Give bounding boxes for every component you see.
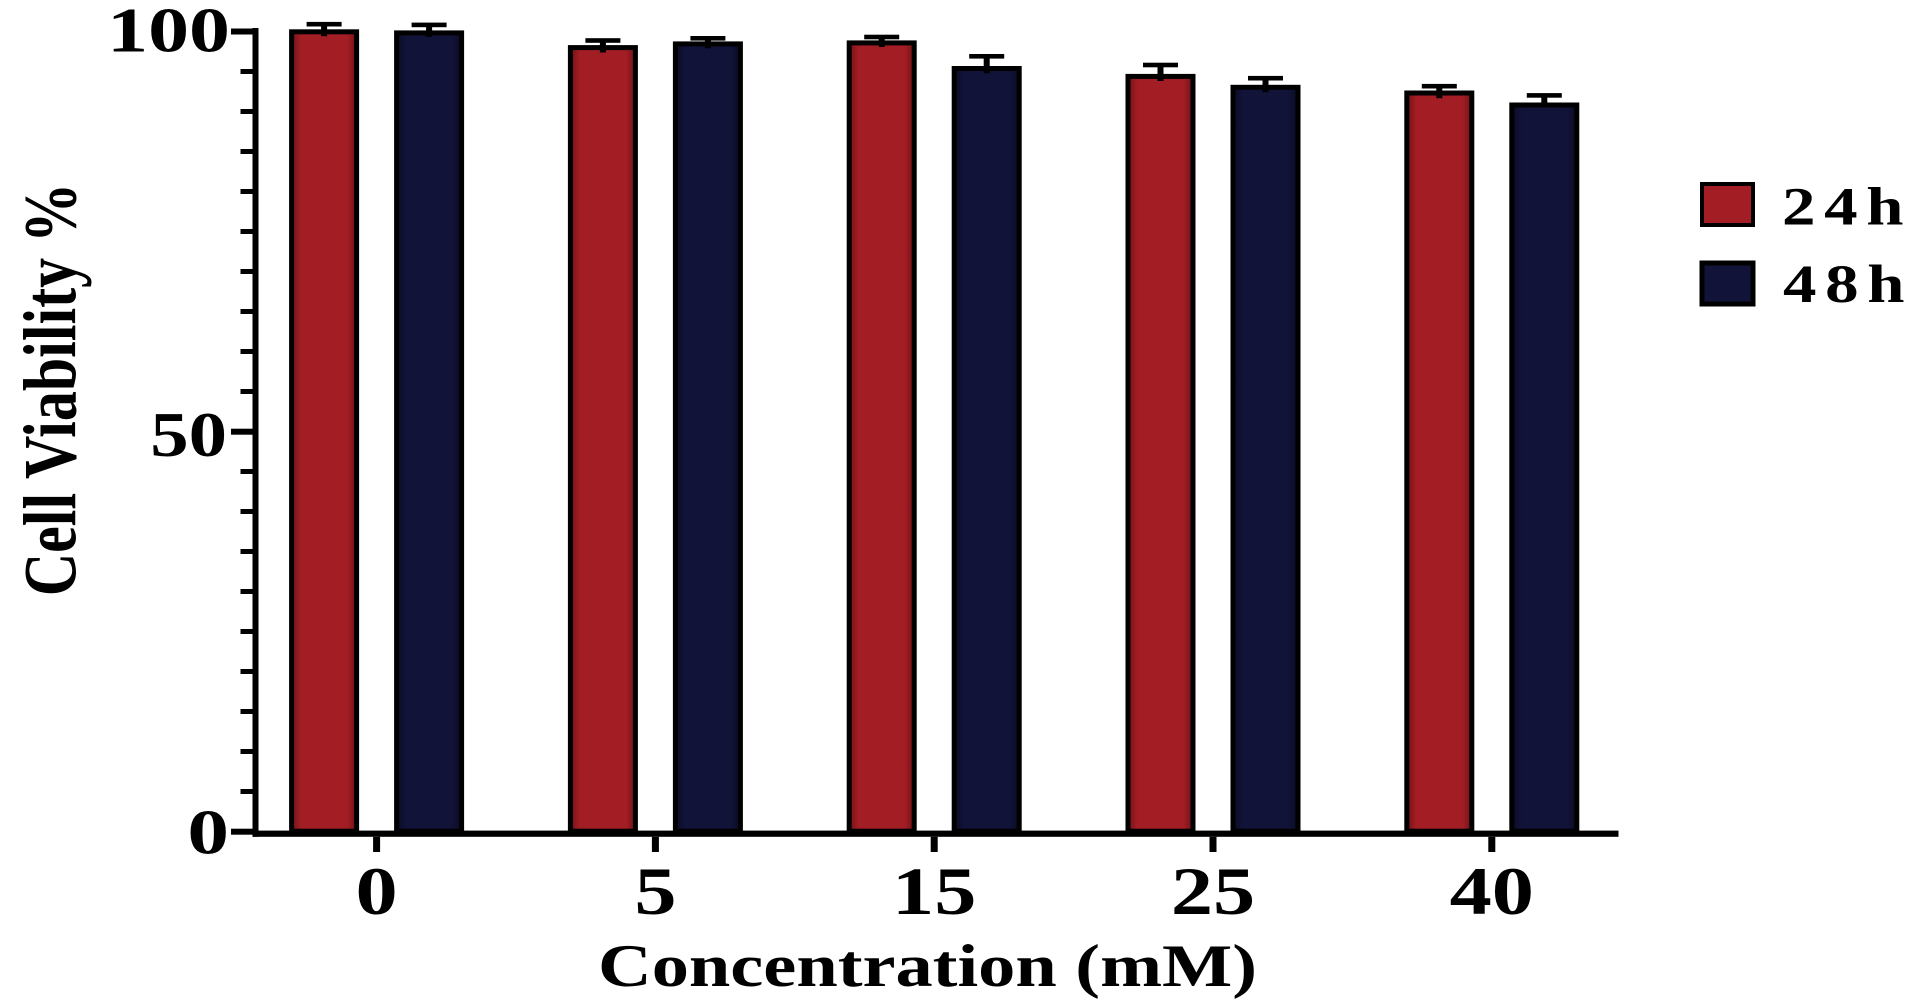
svg-text:48h: 48h [1783, 255, 1913, 314]
svg-text:0: 0 [187, 797, 229, 868]
svg-text:15: 15 [892, 854, 976, 929]
svg-text:50: 50 [150, 400, 227, 471]
svg-text:40: 40 [1450, 854, 1534, 929]
svg-text:Concentration (mM): Concentration (mM) [598, 933, 1257, 1000]
svg-text:25: 25 [1171, 854, 1255, 929]
svg-text:100: 100 [107, 0, 230, 65]
svg-text:0: 0 [356, 854, 398, 929]
svg-text:24h: 24h [1782, 178, 1912, 237]
svg-text:5: 5 [634, 854, 676, 929]
svg-text:Cell Viability %: Cell Viability % [8, 183, 92, 596]
